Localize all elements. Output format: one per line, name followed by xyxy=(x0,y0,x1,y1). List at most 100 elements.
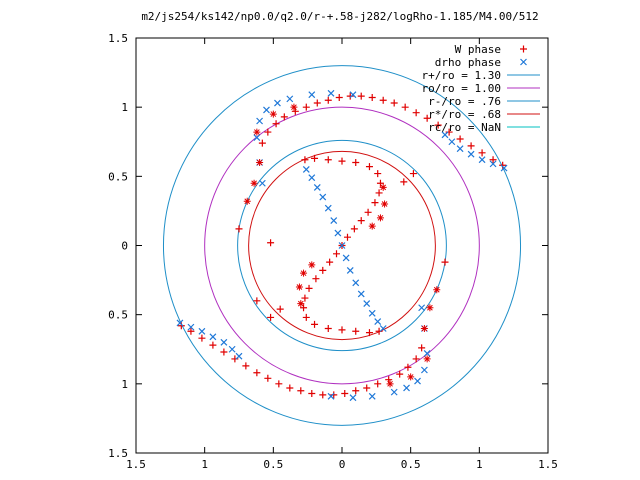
star-points xyxy=(243,103,441,388)
w-phase-point xyxy=(368,93,376,101)
series-drho-phase xyxy=(176,89,508,402)
star-point xyxy=(290,103,298,111)
drho-phase-point xyxy=(363,300,371,308)
drho-phase-point xyxy=(187,323,195,331)
w-phase-point xyxy=(350,225,358,233)
drho-phase-point xyxy=(441,131,449,139)
chart-title: m2/js254/ks142/np0.0/q2.0/r-+.58-j282/lo… xyxy=(141,10,538,23)
x-tick-label: 1 xyxy=(201,458,208,471)
x-tick-label: 1.5 xyxy=(126,458,146,471)
star-point xyxy=(376,214,384,222)
w-phase-point xyxy=(280,113,288,121)
y-axis: 1.5 1 0.5 0 0.5 1 1.5 xyxy=(108,32,548,460)
x-tick-label: 0.5 xyxy=(401,458,421,471)
y-tick-label: 0 xyxy=(121,240,128,253)
w-phase-point xyxy=(253,369,261,377)
drho-phase-point xyxy=(467,150,475,158)
y-tick-label: 1 xyxy=(121,378,128,391)
circle-r xyxy=(248,150,436,341)
legend-label: r+/ro = 1.30 xyxy=(422,69,501,82)
w-phase-point xyxy=(297,387,305,395)
w-phase-point xyxy=(375,189,383,197)
star-point xyxy=(243,197,251,205)
circle-ro xyxy=(204,106,480,385)
drho-phase-point xyxy=(319,193,327,201)
circle-r xyxy=(237,139,447,352)
w-phase-point xyxy=(467,142,475,150)
w-phase-point xyxy=(434,121,442,129)
w-phase-point xyxy=(365,329,373,337)
w-phase-point xyxy=(379,96,387,104)
w-phase-point xyxy=(312,275,320,283)
w-phase-point xyxy=(401,103,409,111)
w-phase-point xyxy=(264,128,272,136)
drho-phase-point xyxy=(263,106,270,114)
w-phase-point xyxy=(346,92,354,100)
drho-phase-point xyxy=(198,327,206,335)
w-phase-point xyxy=(302,103,310,111)
drho-phase-point xyxy=(418,304,426,312)
drho-phase-point xyxy=(308,91,316,99)
drho-phase-point xyxy=(342,254,350,262)
star-point xyxy=(426,304,434,312)
w-phase-point xyxy=(445,128,453,136)
drho-phase-point xyxy=(456,145,464,153)
y-tick-label: 1.5 xyxy=(108,32,128,45)
w-phase-point xyxy=(300,304,308,312)
y-tick-label: 0.5 xyxy=(108,170,128,183)
drho-phase-point xyxy=(274,99,281,107)
w-phase-point xyxy=(357,217,365,225)
drho-phase-point xyxy=(256,117,264,125)
w-phase-point xyxy=(352,387,360,395)
star-point xyxy=(295,283,303,291)
w-phase-point xyxy=(258,139,266,147)
w-phase-point xyxy=(441,258,449,266)
legend-marker xyxy=(520,58,527,66)
w-phase-point xyxy=(308,390,316,398)
drho-phase-point xyxy=(349,91,357,99)
w-phase-point xyxy=(301,156,309,164)
w-phase-point xyxy=(326,258,334,266)
w-phase-point xyxy=(276,305,284,313)
star-point xyxy=(433,286,441,294)
drho-phase-point xyxy=(176,319,184,327)
star-point xyxy=(379,183,387,191)
star-point xyxy=(250,179,258,187)
w-phase-point xyxy=(220,348,228,356)
drho-phase-point xyxy=(228,345,236,353)
w-phase-point xyxy=(267,239,275,247)
y-tick-label: 1 xyxy=(121,101,128,114)
w-phase-point xyxy=(338,157,346,165)
star-point xyxy=(368,222,376,230)
w-phase-point xyxy=(376,179,384,187)
w-phase-point xyxy=(456,135,464,143)
drho-phase-point xyxy=(414,377,421,385)
w-phase-point xyxy=(187,327,195,335)
star-point xyxy=(269,110,277,118)
w-phase-point xyxy=(311,320,319,328)
star-point xyxy=(386,380,394,388)
w-phase-point xyxy=(374,380,382,388)
w-phase-point xyxy=(324,96,332,104)
legend-label: rc/ro = NaN xyxy=(428,121,501,134)
star-point xyxy=(407,373,415,381)
legend-label: drho phase xyxy=(435,56,501,69)
w-phase-point xyxy=(264,374,272,382)
w-phase-point xyxy=(499,161,507,169)
data-series xyxy=(176,89,508,402)
drho-phase-point xyxy=(220,338,228,346)
w-phase-point xyxy=(286,384,294,392)
w-phase-point xyxy=(352,327,360,335)
drho-phase-point xyxy=(420,366,428,374)
w-phase-point xyxy=(364,208,372,216)
w-phase-point xyxy=(242,362,250,370)
drho-phase-point xyxy=(302,165,310,173)
w-phase-point xyxy=(412,355,420,363)
star-point xyxy=(253,128,261,136)
drho-phase-point xyxy=(349,394,357,402)
drho-phase-point xyxy=(352,279,360,287)
w-phase-point xyxy=(365,163,373,171)
y-tick-label: 1.5 xyxy=(108,447,128,460)
legend-marker xyxy=(520,45,527,53)
